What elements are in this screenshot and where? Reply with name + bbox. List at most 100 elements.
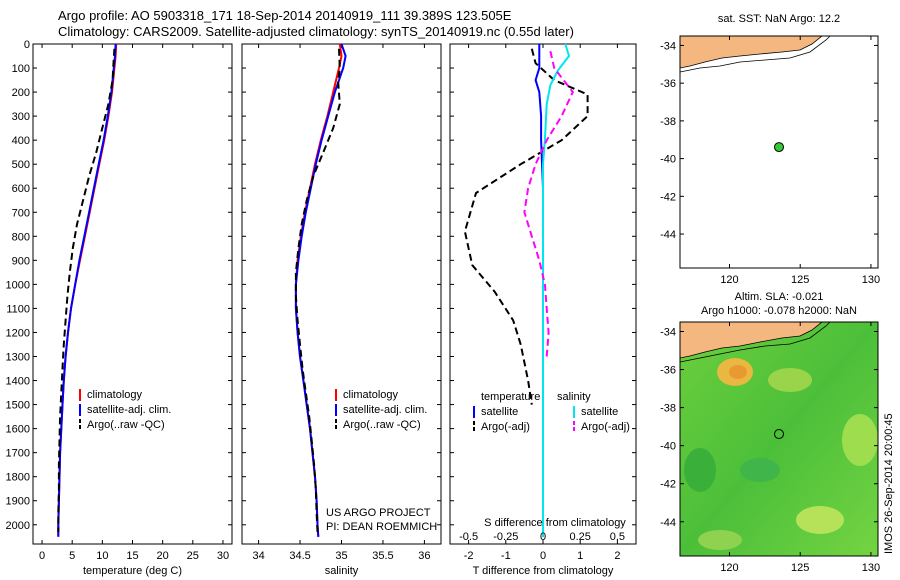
sla-map-x-tick-label: 120: [720, 562, 738, 574]
legend-label: satellite-adj. clim.: [87, 404, 171, 416]
project-annotation: PI: DEAN ROEMMICH: [326, 521, 437, 533]
legend-label: satellite-adj. clim.: [343, 404, 427, 416]
sla-map-y-tick-label: -44: [660, 517, 676, 529]
x-tick-label: 0: [39, 550, 45, 562]
sla-map-y-tick-label: -40: [660, 441, 676, 453]
depth-tick-label: 2000: [6, 520, 30, 532]
depth-tick-label: 400: [12, 135, 30, 147]
sla-map-field: [680, 322, 878, 556]
sla-map-x-tick-label: 125: [791, 562, 809, 574]
legend-title-temperature: temperature: [481, 391, 540, 403]
depth-tick-label: 1300: [6, 352, 30, 364]
sst-map-land: [680, 36, 831, 73]
x-tick-label: 30: [217, 550, 229, 562]
depth-tick-label: 1000: [6, 279, 30, 291]
x-tick-label: 35.5: [372, 550, 393, 562]
top-x-tick-label: 0.5: [610, 531, 625, 543]
depth-tick-label: 1800: [6, 472, 30, 484]
argo-location-marker: [774, 429, 784, 440]
series-line-argo-raw-qc-: [57, 48, 116, 532]
depth-tick-label: 1500: [6, 400, 30, 412]
sla-map-y-tick-label: -38: [660, 403, 676, 415]
sla-map-y-tick-label: -34: [660, 327, 676, 339]
panel-frame: [241, 43, 442, 545]
series-line-satellite-adj-clim-: [57, 43, 117, 537]
x-tick-label: -1: [501, 550, 511, 562]
depth-tick-label: 0: [24, 39, 30, 51]
project-annotation: US ARGO PROJECT: [326, 507, 431, 519]
depth-tick-label: 900: [12, 255, 30, 267]
top-x-tick-label: -0.25: [493, 531, 518, 543]
sst-map-x-tick-label: 130: [862, 274, 880, 286]
sla-map-y-tick-label: -42: [660, 479, 676, 491]
figure-title-line2: Climatology: CARS2009. Satellite-adjuste…: [58, 24, 574, 39]
legend-label: Argo(..raw -QC): [343, 419, 421, 431]
sst-map-x-tick-label: 120: [720, 274, 738, 286]
sst-map-frame: [679, 35, 879, 269]
imos-timestamp-label: IMOS 26-Sep-2014 20:00:45: [883, 413, 895, 554]
x-tick-label: 2: [614, 550, 620, 562]
depth-tick-label: 1900: [6, 496, 30, 508]
depth-tick-label: 300: [12, 111, 30, 123]
top-x-axis-label: S difference from climatology: [484, 517, 626, 529]
x-tick-label: -2: [464, 550, 474, 562]
legend-label: climatology: [87, 389, 143, 401]
series-line-argo-raw-qc-: [294, 48, 341, 533]
x-tick-label: 34: [252, 550, 264, 562]
legend-label: satellite: [581, 406, 618, 418]
legend-title-salinity: salinity: [557, 391, 591, 403]
top-x-tick-label: -0.5: [459, 531, 478, 543]
depth-tick-label: 1200: [6, 327, 30, 339]
profile-panel-1: [32, 43, 233, 545]
sst-map-y-tick-label: -36: [660, 78, 676, 90]
panel-frame: [32, 43, 233, 545]
depth-tick-label: 1700: [6, 448, 30, 460]
x-tick-label: 10: [96, 550, 108, 562]
series-line-argo-adj-: [523, 50, 574, 357]
argo-location-marker: [774, 142, 784, 153]
depth-tick-label: 800: [12, 231, 30, 243]
profile-panel-3: [449, 43, 637, 545]
sla-map-x-tick-label: 130: [862, 562, 880, 574]
x-tick-label: 25: [187, 550, 199, 562]
x-axis-label: T difference from climatology: [473, 565, 614, 577]
series-line-satellite: [542, 43, 571, 537]
depth-tick-label: 1600: [6, 424, 30, 436]
profile-panel-2: [241, 43, 442, 545]
sst-map-y-tick-label: -38: [660, 116, 676, 128]
depth-tick-label: 500: [12, 159, 30, 171]
sst-map-y-tick-label: -42: [660, 191, 676, 203]
series-line-argo-adj-: [463, 48, 589, 405]
x-axis-label: salinity: [325, 565, 359, 577]
legend-label: Argo(-adj): [581, 421, 630, 433]
depth-tick-label: 700: [12, 207, 30, 219]
legend-label: climatology: [343, 389, 399, 401]
x-tick-label: 5: [69, 550, 75, 562]
legend-label: satellite: [481, 406, 518, 418]
x-axis-label: temperature (deg C): [83, 565, 182, 577]
sst-map-x-tick-label: 125: [791, 274, 809, 286]
depth-tick-label: 100: [12, 63, 30, 75]
sst-map-y-tick-label: -44: [660, 229, 676, 241]
sla-map-y-tick-label: -36: [660, 365, 676, 377]
depth-tick-label: 200: [12, 87, 30, 99]
legend-label: Argo(-adj): [481, 421, 530, 433]
sst-map-y-tick-label: -34: [660, 40, 676, 52]
sla-map-subtitle: Argo h1000: -0.078 h2000: NaN: [701, 305, 857, 317]
depth-tick-label: 600: [12, 183, 30, 195]
top-x-tick-label: 0.25: [569, 531, 590, 543]
sst-map-title: sat. SST: NaN Argo: 12.2: [718, 13, 840, 25]
x-tick-label: 36: [418, 550, 430, 562]
depth-tick-label: 1100: [6, 303, 30, 315]
x-tick-label: 34.5: [289, 550, 310, 562]
top-x-tick-label: 0: [540, 531, 546, 543]
depth-tick-label: 1400: [6, 376, 30, 388]
x-tick-label: 0: [540, 550, 546, 562]
sst-map-y-tick-label: -40: [660, 154, 676, 166]
x-tick-label: 1: [577, 550, 583, 562]
sla-map-title: Altim. SLA: -0.021: [735, 291, 824, 303]
x-tick-label: 20: [157, 550, 169, 562]
legend-label: Argo(..raw -QC): [87, 419, 165, 431]
x-tick-label: 15: [126, 550, 138, 562]
